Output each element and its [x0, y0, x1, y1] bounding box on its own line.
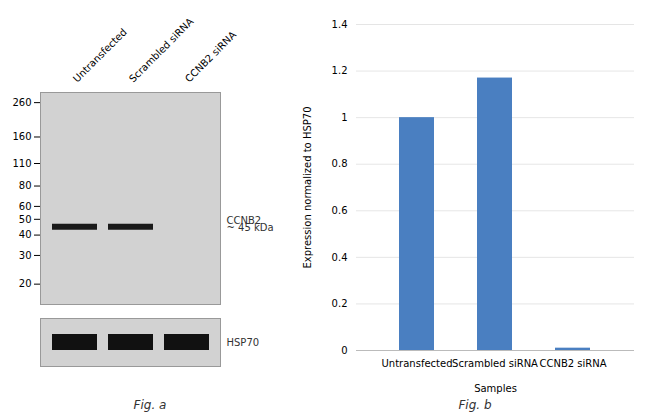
svg-text:0.4: 0.4	[332, 252, 348, 263]
svg-text:0.6: 0.6	[332, 205, 348, 216]
svg-text:Untransfected: Untransfected	[71, 26, 129, 84]
svg-text:80: 80	[19, 180, 32, 191]
svg-text:160: 160	[12, 131, 31, 142]
svg-text:60: 60	[19, 201, 32, 212]
svg-text:CCNB2: CCNB2	[226, 214, 262, 226]
svg-text:20: 20	[19, 278, 32, 289]
svg-text:1: 1	[341, 112, 347, 123]
svg-text:0: 0	[341, 345, 347, 356]
svg-text:~ 45 kDa: ~ 45 kDa	[227, 222, 274, 233]
svg-text:Scrambled siRNA: Scrambled siRNA	[126, 15, 196, 85]
svg-text:HSP70: HSP70	[227, 337, 260, 348]
svg-text:50: 50	[19, 213, 32, 224]
svg-text:Expression normalized to HSP70: Expression normalized to HSP70	[302, 106, 313, 268]
svg-text:30: 30	[19, 250, 32, 261]
svg-text:0.8: 0.8	[332, 158, 348, 169]
html-text:Fig. a: Fig. a	[133, 398, 167, 412]
svg-text:110: 110	[12, 158, 31, 169]
svg-text:CCNB2 siRNA: CCNB2 siRNA	[539, 358, 606, 369]
svg-text:1.4: 1.4	[332, 19, 348, 30]
svg-text:Untransfected: Untransfected	[382, 358, 453, 369]
svg-text:0.2: 0.2	[332, 298, 348, 309]
html-text:Fig. b: Fig. b	[458, 398, 492, 412]
svg-text:40: 40	[19, 229, 32, 240]
svg-text:CCNB2 siRNA: CCNB2 siRNA	[183, 29, 238, 84]
svg-text:1.2: 1.2	[332, 65, 348, 76]
svg-text:Scrambled siRNA: Scrambled siRNA	[452, 358, 538, 369]
svg-text:Samples: Samples	[474, 383, 517, 394]
svg-text:260: 260	[12, 97, 31, 108]
